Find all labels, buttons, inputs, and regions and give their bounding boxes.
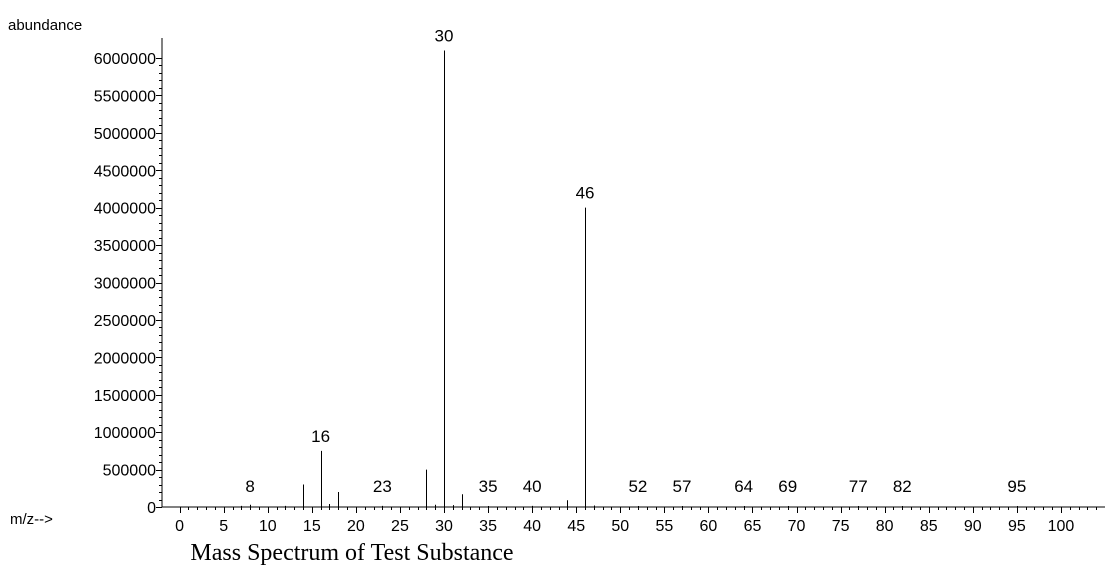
x-tick-label: 100 bbox=[1048, 518, 1075, 535]
x-axis-label: m/z--> bbox=[10, 511, 53, 528]
spectrum-peaks: 8 16 23 30 35 40 46 52 57 64 69 77 82 95 bbox=[242, 27, 1027, 507]
peak-label: 16 bbox=[311, 427, 330, 446]
y-tick-label: 3500000 bbox=[94, 238, 156, 255]
peak-label: 95 bbox=[1007, 477, 1026, 496]
y-tick-label: 1000000 bbox=[94, 425, 156, 442]
peak-label: 77 bbox=[849, 477, 868, 496]
y-tick-label: 4000000 bbox=[94, 201, 156, 218]
y-axis-label: abundance bbox=[8, 17, 82, 34]
y-tick-label: 3000000 bbox=[94, 276, 156, 293]
x-tick-label: 70 bbox=[788, 518, 806, 535]
x-tick-label: 30 bbox=[435, 518, 453, 535]
x-tick-label: 90 bbox=[964, 518, 982, 535]
axes bbox=[162, 38, 1105, 507]
y-tick-label: 0 bbox=[147, 500, 156, 517]
x-tick-label: 45 bbox=[567, 518, 585, 535]
x-tick-label: 0 bbox=[175, 518, 184, 535]
y-tick-label: 2000000 bbox=[94, 350, 156, 367]
y-tick-label: 4500000 bbox=[94, 163, 156, 180]
x-tick-label: 35 bbox=[479, 518, 497, 535]
peak-label: 69 bbox=[778, 477, 797, 496]
peak-label: 46 bbox=[576, 184, 595, 203]
peak-label: 82 bbox=[893, 477, 912, 496]
peak-label: 52 bbox=[628, 477, 647, 496]
y-tick-label: 6000000 bbox=[94, 51, 156, 68]
peak-label: 35 bbox=[479, 477, 498, 496]
y-tick-label: 5000000 bbox=[94, 126, 156, 143]
x-tick-label: 75 bbox=[832, 518, 850, 535]
x-tick-label: 65 bbox=[744, 518, 762, 535]
peak-label: 64 bbox=[734, 477, 753, 496]
y-ticks: 0 500000 1000000 1500000 2000000 2500000 30000… bbox=[94, 51, 162, 517]
x-tick-label: 20 bbox=[347, 518, 365, 535]
peak-label: 40 bbox=[523, 477, 542, 496]
x-tick-label: 25 bbox=[391, 518, 409, 535]
x-tick-label: 40 bbox=[523, 518, 541, 535]
x-tick-label: 95 bbox=[1008, 518, 1026, 535]
peak-label: 30 bbox=[435, 27, 454, 46]
peak-label: 8 bbox=[245, 477, 254, 496]
x-tick-label: 15 bbox=[303, 518, 321, 535]
x-tick-label: 5 bbox=[219, 518, 228, 535]
y-tick-label: 1500000 bbox=[94, 388, 156, 405]
peak-label: 23 bbox=[373, 477, 392, 496]
y-tick-label: 5500000 bbox=[94, 88, 156, 105]
x-tick-label: 60 bbox=[700, 518, 718, 535]
chart-title: Mass Spectrum of Test Substance bbox=[190, 540, 513, 566]
y-tick-label: 2500000 bbox=[94, 313, 156, 330]
x-tick-label: 55 bbox=[655, 518, 673, 535]
x-tick-label: 80 bbox=[876, 518, 894, 535]
x-tick-label: 85 bbox=[920, 518, 938, 535]
x-ticks: 0 5 10 15 20 25 30 35 40 45 50 55 60 65 70 75 80 85 90 95 10… bbox=[175, 507, 1096, 535]
peak-label: 57 bbox=[673, 477, 692, 496]
x-tick-label: 10 bbox=[259, 518, 277, 535]
y-tick-label: 500000 bbox=[103, 463, 156, 480]
x-tick-label: 50 bbox=[611, 518, 629, 535]
